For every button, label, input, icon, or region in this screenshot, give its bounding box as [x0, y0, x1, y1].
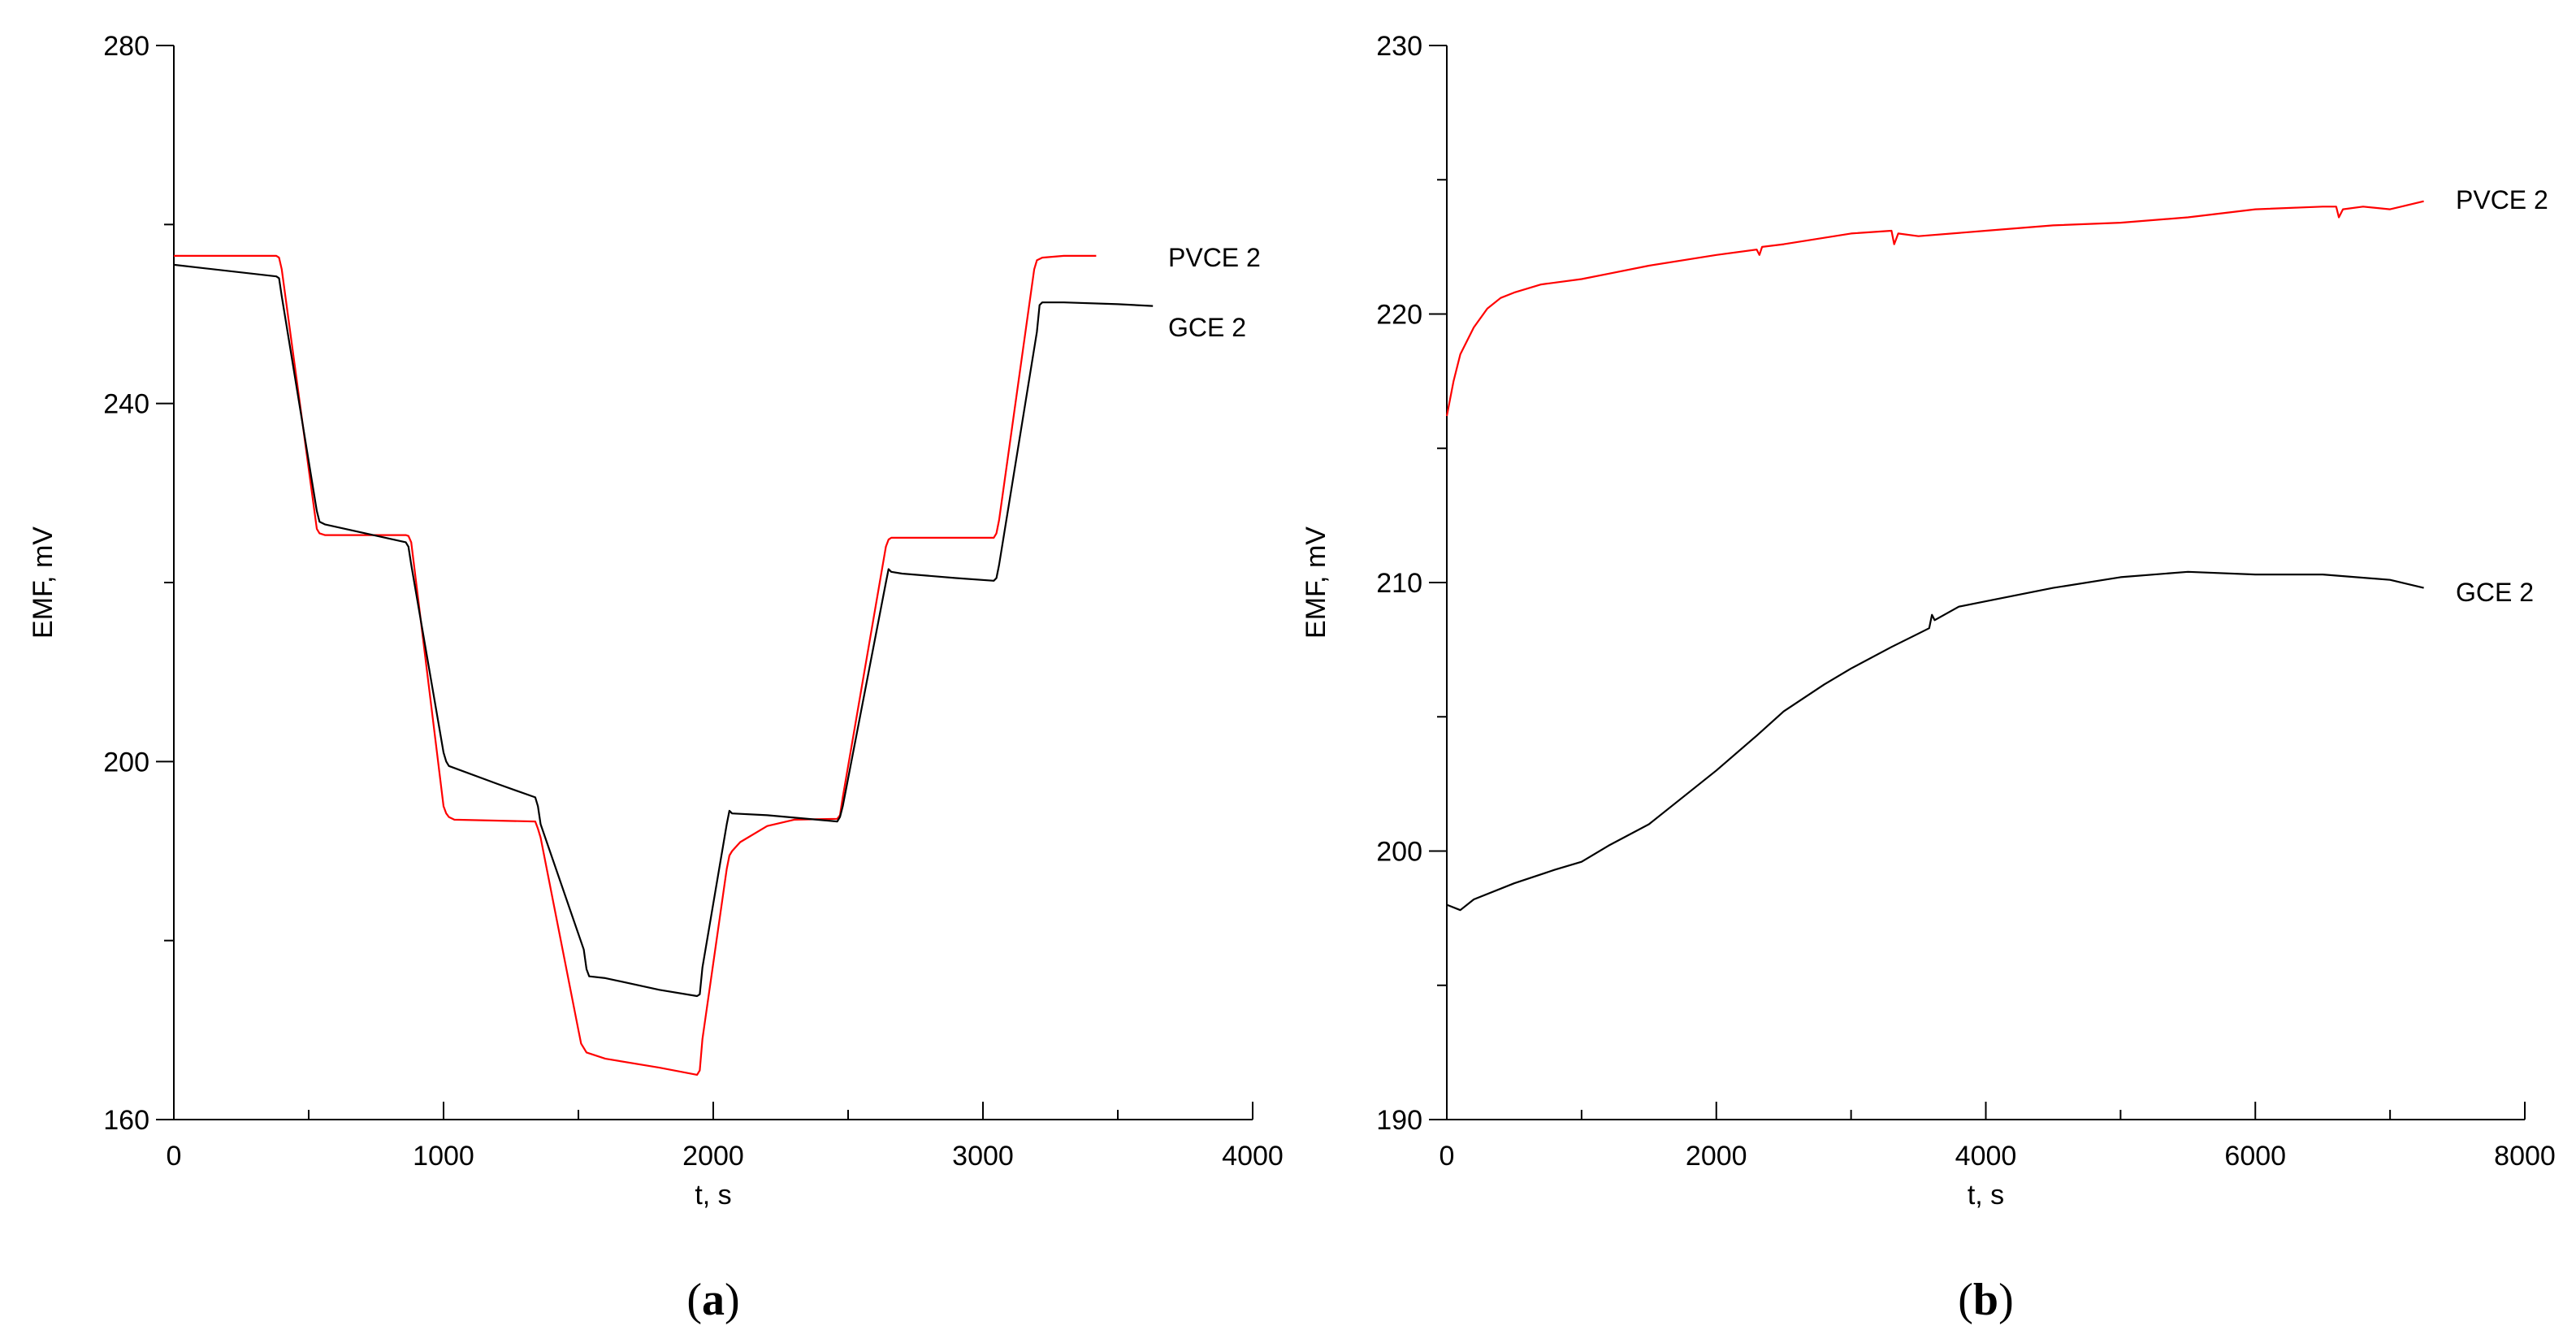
- y-tick-label: 210: [1376, 568, 1422, 599]
- y-tick-label: 200: [1376, 837, 1422, 868]
- y-tick-label: 230: [1376, 31, 1422, 62]
- x-tick-label: 3000: [952, 1141, 1014, 1172]
- x-tick-label: 2000: [682, 1141, 744, 1172]
- x-tick-label: 0: [167, 1141, 182, 1172]
- chart-panel-b: 190 200 210 220 230 0 2000 4000 6000 8000 t, s EMF,…: [1301, 31, 2556, 1325]
- y-tick-label: 280: [103, 31, 149, 62]
- series-line-pvce: [1445, 200, 2424, 417]
- y-axis-label: EMF, mV: [1301, 526, 1331, 639]
- series-label-gce: GCE 2: [2456, 578, 2534, 607]
- panel-letter: b: [1973, 1275, 1998, 1325]
- y-tick-label: 200: [103, 747, 149, 778]
- series-line-pvce: [174, 254, 1097, 1077]
- y-tick-label: 240: [103, 389, 149, 420]
- series-label-gce: GCE 2: [1168, 313, 1246, 342]
- series-line-gce: [173, 263, 1154, 998]
- x-axis-label: t, s: [1968, 1180, 2004, 1211]
- series-label-pvce: PVCE 2: [2456, 185, 2548, 214]
- x-tick-label: 8000: [2494, 1141, 2556, 1172]
- chart-panel-a: 160 200 240 280 0 1000 2000 3000 4000 t, s EMF, mV…: [28, 31, 1284, 1325]
- x-tick-label: 2000: [1686, 1141, 1747, 1172]
- x-tick-label: 4000: [1222, 1141, 1284, 1172]
- x-tick-label: 1000: [413, 1141, 474, 1172]
- series-label-pvce: PVCE 2: [1168, 243, 1261, 272]
- y-tick-label: 190: [1376, 1105, 1422, 1136]
- x-axis-label: t, s: [695, 1180, 731, 1211]
- y-tick-label: 160: [103, 1105, 149, 1136]
- x-tick-label: 6000: [2224, 1141, 2286, 1172]
- panel-label: (b): [1958, 1275, 2013, 1325]
- x-tick-label: 4000: [1955, 1141, 2017, 1172]
- x-tick-label: 0: [1440, 1141, 1455, 1172]
- y-tick-label: 220: [1376, 300, 1422, 331]
- panel-label: (a): [686, 1275, 739, 1325]
- panel-letter: a: [702, 1275, 725, 1325]
- series-line-gce: [1446, 570, 2424, 912]
- y-axis-label: EMF, mV: [28, 526, 58, 639]
